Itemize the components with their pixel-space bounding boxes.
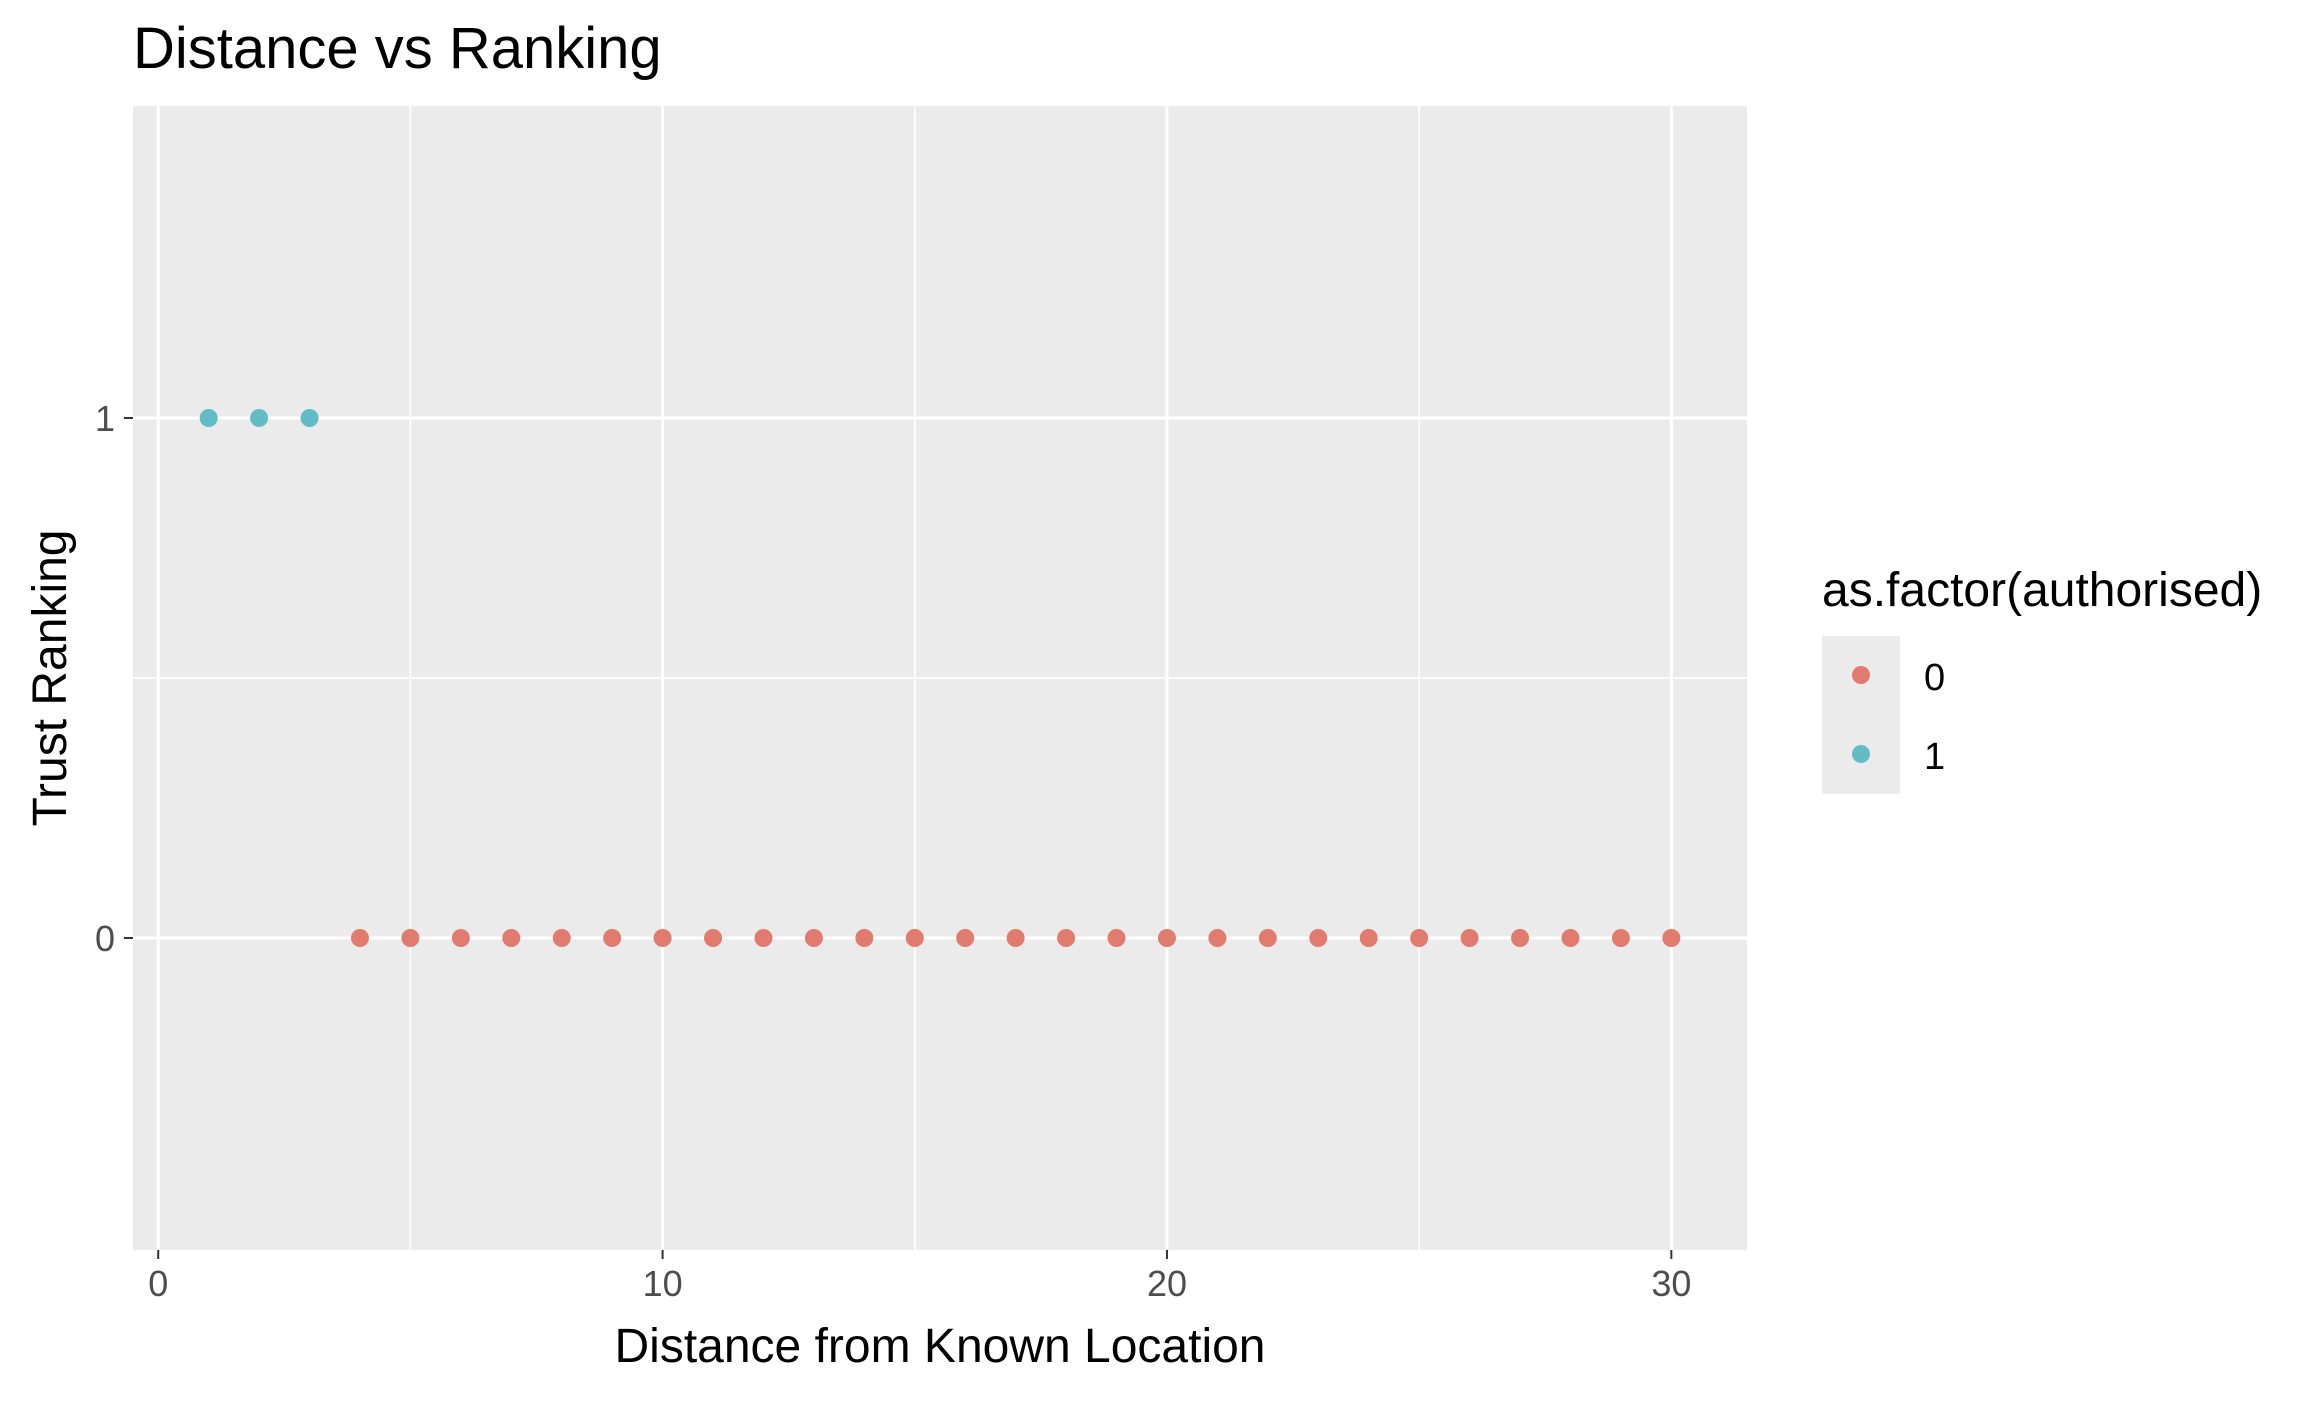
chart-title: Distance vs Ranking <box>133 16 662 81</box>
data-point-series-0 <box>350 929 369 947</box>
legend-key-0 <box>1852 666 1870 684</box>
legend: as.factor(authorised) 0 1 <box>1822 564 2262 794</box>
data-point-series-0 <box>1611 929 1630 947</box>
y-tick-label: 1 <box>95 398 115 439</box>
data-point-series-0 <box>1561 929 1580 947</box>
data-point-series-0 <box>804 929 823 947</box>
data-point-series-0 <box>1359 929 1378 947</box>
data-point-series-0 <box>855 929 874 947</box>
data-point-series-0 <box>451 929 470 947</box>
data-point-series-0 <box>1157 929 1176 947</box>
data-point-series-0 <box>552 929 571 947</box>
x-tick-label: 30 <box>1651 1263 1691 1304</box>
data-point-series-0 <box>401 929 420 947</box>
data-point-series-0 <box>1309 929 1328 947</box>
y-axis-title: Trust Ranking <box>24 530 77 827</box>
data-point-series-0 <box>1662 929 1681 947</box>
data-point-series-0 <box>905 929 924 947</box>
data-point-series-0 <box>704 929 723 947</box>
x-tick-label: 20 <box>1147 1263 1187 1304</box>
data-points <box>199 409 1681 947</box>
data-point-series-0 <box>1511 929 1530 947</box>
data-point-series-0 <box>956 929 975 947</box>
x-axis-title: Distance from Known Location <box>615 1320 1266 1373</box>
data-point-series-0 <box>603 929 622 947</box>
data-point-series-0 <box>1107 929 1126 947</box>
x-tick-label: 0 <box>148 1263 168 1304</box>
data-point-series-0 <box>502 929 521 947</box>
legend-label-0: 0 <box>1924 657 1945 699</box>
data-point-series-0 <box>1208 929 1227 947</box>
minor-gridlines <box>133 106 1747 1250</box>
data-point-series-1 <box>300 409 319 427</box>
y-tick-label: 0 <box>95 918 115 959</box>
legend-label-1: 1 <box>1924 736 1945 778</box>
data-point-series-0 <box>1410 929 1429 947</box>
x-tick-labels: 0 10 20 30 <box>148 1263 1691 1304</box>
y-tick-labels: 01 <box>95 398 115 959</box>
legend-key-background <box>1822 636 1900 794</box>
data-point-series-0 <box>1006 929 1025 947</box>
data-point-series-0 <box>1057 929 1076 947</box>
data-point-series-0 <box>653 929 672 947</box>
axis-ticks <box>124 417 1673 1259</box>
data-point-series-1 <box>199 409 218 427</box>
data-point-series-1 <box>250 409 269 427</box>
x-tick-label: 10 <box>643 1263 683 1304</box>
data-point-series-0 <box>754 929 773 947</box>
legend-key-1 <box>1852 745 1870 763</box>
data-point-series-0 <box>1258 929 1277 947</box>
data-point-series-0 <box>1460 929 1479 947</box>
legend-title: as.factor(authorised) <box>1822 564 2262 617</box>
